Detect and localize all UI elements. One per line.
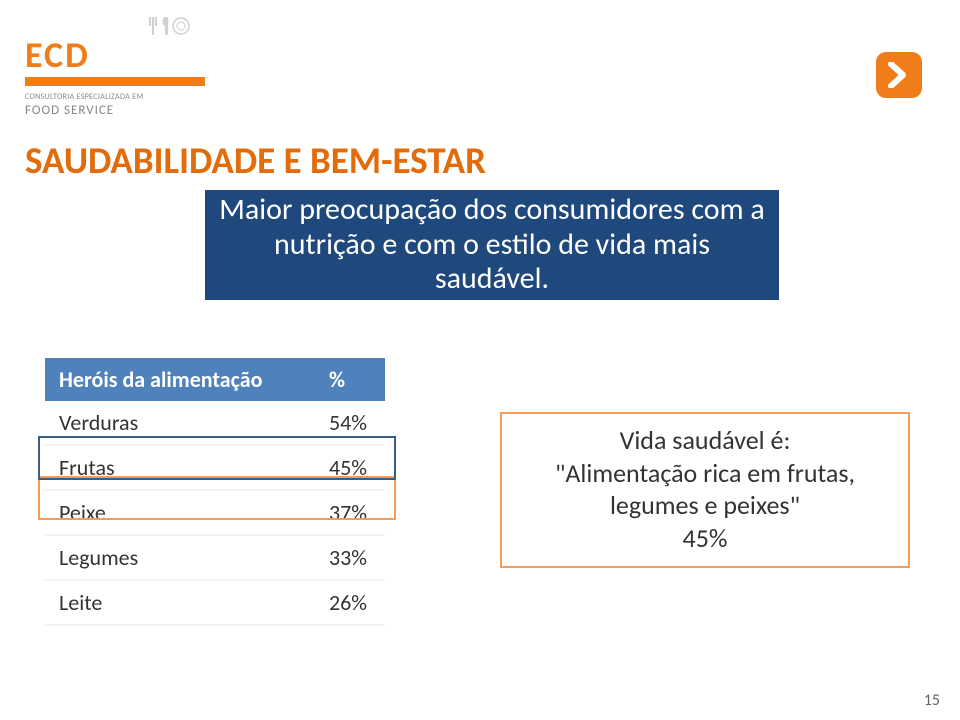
callout-text: Maior preocupação dos consumidores com a…	[219, 193, 765, 297]
logo-subtitle-1: CONSULTORIA ESPECIALIZADA EM	[25, 92, 205, 102]
food-table: Heróis da alimentação % Verduras54% Frut…	[45, 358, 385, 626]
quote-line1: Vida saudável é:	[518, 424, 892, 457]
table-row: Peixe37%	[45, 490, 385, 535]
table-row: Verduras54%	[45, 401, 385, 445]
row-pct: 26%	[315, 580, 385, 625]
table-row: Legumes33%	[45, 535, 385, 580]
slide-title: SAUDABILIDADE E BEM-ESTAR	[25, 138, 486, 183]
row-pct: 54%	[315, 401, 385, 445]
row-label: Legumes	[45, 535, 315, 580]
table-row: Leite26%	[45, 580, 385, 625]
callout-box: Maior preocupação dos consumidores com a…	[205, 190, 779, 300]
table-header-label: Heróis da alimentação	[45, 358, 315, 401]
row-pct: 37%	[315, 490, 385, 535]
page-number: 15	[924, 691, 940, 710]
logo-block: ECD CONSULTORIA ESPECIALIZADA EM FOOD SE…	[25, 15, 205, 118]
quote-line3: 45%	[518, 522, 892, 555]
logo-brand-text: ECD	[25, 37, 205, 73]
chevron-badge	[876, 52, 922, 98]
row-label: Frutas	[45, 445, 315, 490]
logo-subtitle-2: FOOD SERVICE	[25, 103, 205, 118]
row-pct: 45%	[315, 445, 385, 490]
row-label: Verduras	[45, 401, 315, 445]
table-header-pct: %	[315, 358, 385, 401]
row-label: Peixe	[45, 490, 315, 535]
logo-bar	[25, 77, 205, 86]
utensils-icon	[147, 15, 193, 37]
row-label: Leite	[45, 580, 315, 625]
chevron-right-icon	[888, 62, 910, 88]
quote-line2: "Alimentação rica em frutas, legumes e p…	[518, 457, 892, 522]
row-pct: 33%	[315, 535, 385, 580]
table-row: Frutas45%	[45, 445, 385, 490]
quote-box: Vida saudável é: "Alimentação rica em fr…	[500, 412, 910, 568]
